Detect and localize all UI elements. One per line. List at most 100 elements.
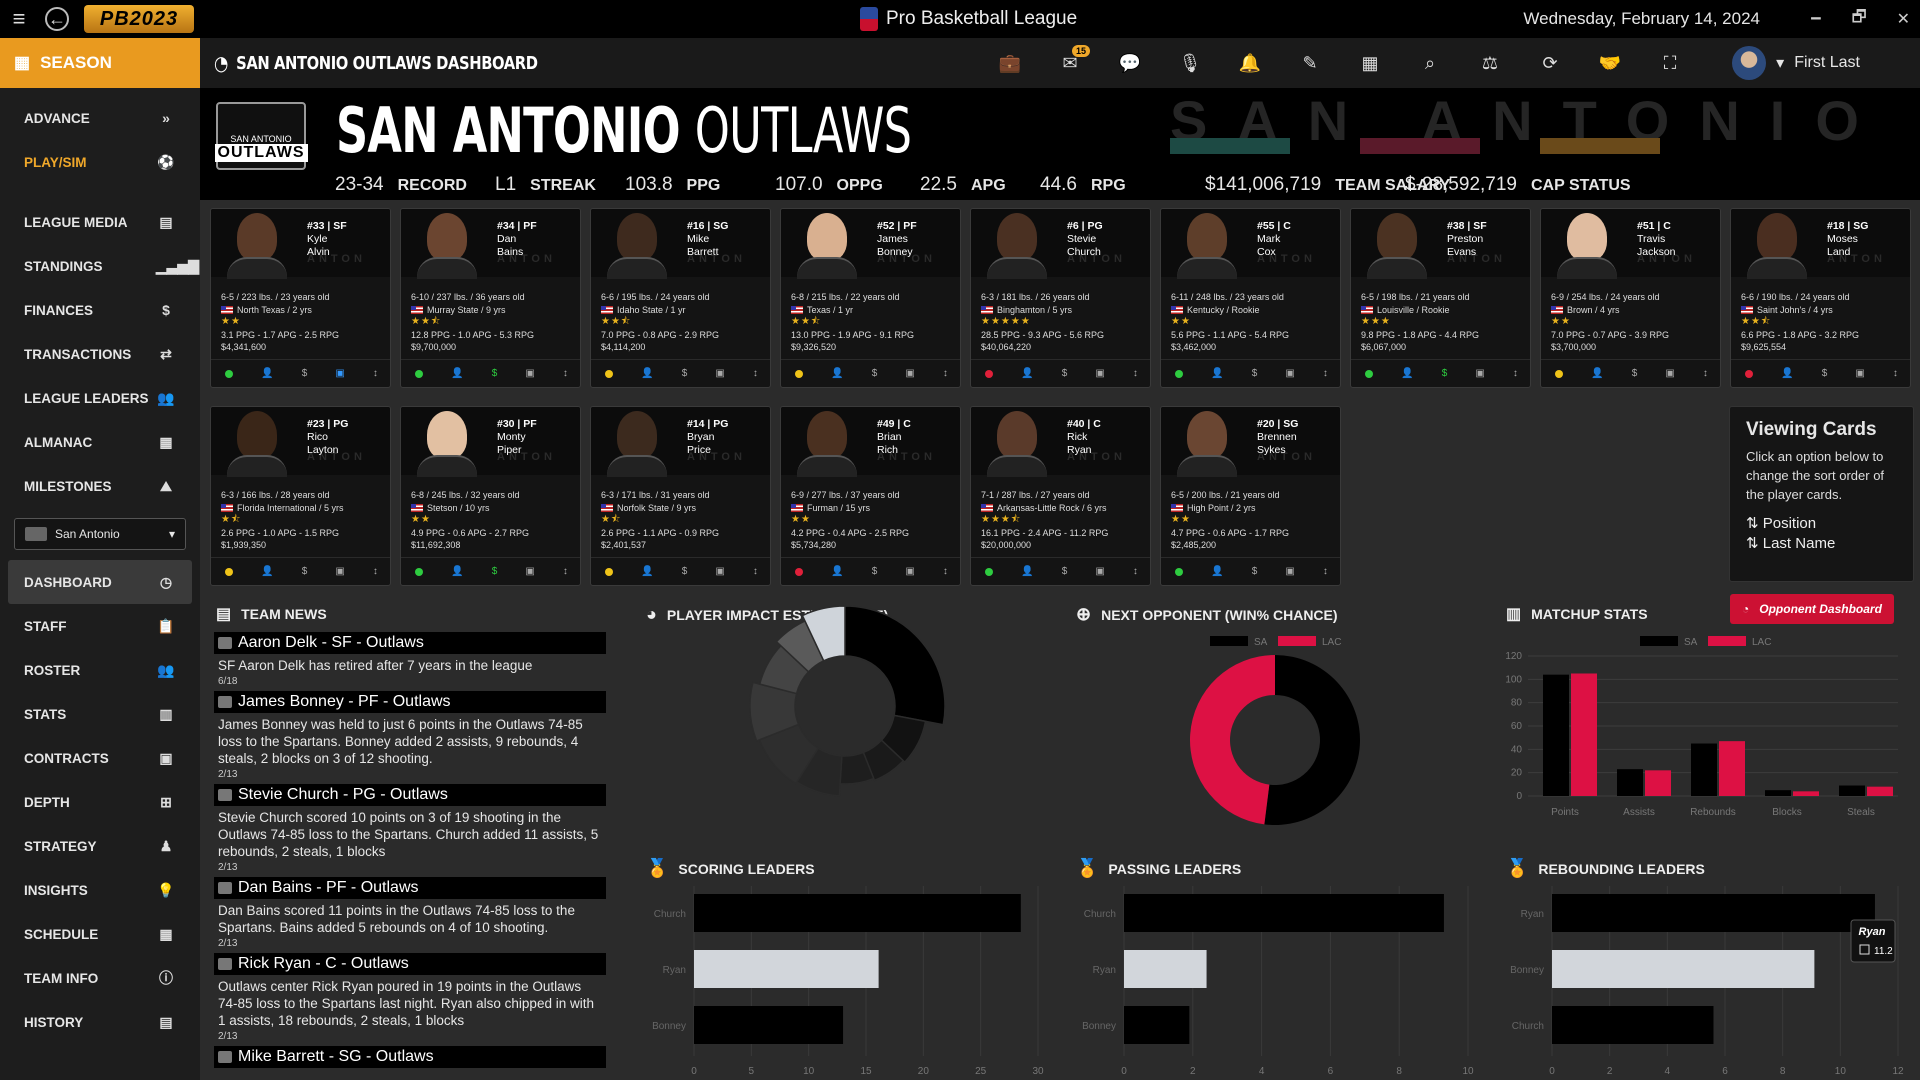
dollar-icon[interactable]: $ xyxy=(871,566,878,577)
player-card[interactable]: ANTON #33 | SF Kyle Alvin 6-5 / 223 lbs.… xyxy=(210,208,391,388)
sort-position-option[interactable]: ⇅ Position xyxy=(1746,514,1913,534)
person-icon[interactable]: 👤 xyxy=(831,566,844,577)
sidebar-item-insights[interactable]: INSIGHTS 💡 xyxy=(0,868,200,912)
player-card[interactable]: ANTON #38 | SF Preston Evans 6-5 / 198 l… xyxy=(1350,208,1531,388)
sidebar-item-league-leaders[interactable]: LEAGUE LEADERS 👥 xyxy=(0,376,200,420)
team-news-list[interactable]: Aaron Delk - SF - Outlaws SF Aaron Delk … xyxy=(214,632,606,1080)
person-icon[interactable]: 👤 xyxy=(1021,566,1034,577)
sidebar-item-depth[interactable]: DEPTH ⊞ xyxy=(0,780,200,824)
opponent-dashboard-button[interactable]: ◔ Opponent Dashboard xyxy=(1730,594,1894,624)
dollar-icon[interactable]: $ xyxy=(301,368,308,379)
back-icon[interactable]: ← xyxy=(38,0,76,38)
jersey-icon[interactable]: ▣ xyxy=(1095,566,1105,577)
season-button[interactable]: ▦ SEASON xyxy=(0,38,200,88)
jersey-icon[interactable]: ▣ xyxy=(715,368,725,379)
dollar-icon[interactable]: $ xyxy=(491,566,498,577)
close-icon[interactable]: ✕ xyxy=(1896,11,1910,28)
sidebar-item-transactions[interactable]: TRANSACTIONS ⇄ xyxy=(0,332,200,376)
player-card[interactable]: ANTON #49 | C Brian Rich 6-9 / 277 lbs. … xyxy=(780,406,961,586)
player-card[interactable]: ANTON #30 | PF Monty Piper 6-8 / 245 lbs… xyxy=(400,406,581,586)
dollar-icon[interactable]: $ xyxy=(681,566,688,577)
menu-icon[interactable]: ≡ xyxy=(12,6,26,31)
player-card[interactable]: ANTON #18 | SG Moses Land 6-6 / 190 lbs.… xyxy=(1730,208,1911,388)
depth-arrow-icon[interactable]: ↕ xyxy=(562,566,568,577)
player-card[interactable]: ANTON #16 | SG Mike Barrett 6-6 / 195 lb… xyxy=(590,208,771,388)
sidebar-item-team-info[interactable]: TEAM INFO ⓘ xyxy=(0,956,200,1000)
dollar-icon[interactable]: $ xyxy=(1061,566,1068,577)
handshake-icon[interactable]: 🤝 xyxy=(1598,52,1622,73)
calendar-check-icon[interactable]: ▦ xyxy=(1361,52,1379,73)
player-card[interactable]: ANTON #20 | SG Brennen Sykes 6-5 / 200 l… xyxy=(1160,406,1341,586)
jersey-icon[interactable]: ▣ xyxy=(715,566,725,577)
sidebar-item-milestones[interactable]: MILESTONES ⛰ xyxy=(0,464,200,508)
sidebar-item-contracts[interactable]: CONTRACTS ▣ xyxy=(0,736,200,780)
dollar-icon[interactable]: $ xyxy=(1061,368,1068,379)
news-item[interactable]: Aaron Delk - SF - Outlaws SF Aaron Delk … xyxy=(214,632,606,687)
player-card[interactable]: ANTON #52 | PF James Bonney 6-8 / 215 lb… xyxy=(780,208,961,388)
depth-arrow-icon[interactable]: ↕ xyxy=(562,368,568,379)
dollar-icon[interactable]: $ xyxy=(491,368,498,379)
depth-arrow-icon[interactable]: ↕ xyxy=(752,566,758,577)
player-card[interactable]: ANTON #14 | PG Bryan Price 6-3 / 171 lbs… xyxy=(590,406,771,586)
person-icon[interactable]: 👤 xyxy=(1211,566,1224,577)
dollar-icon[interactable]: $ xyxy=(301,566,308,577)
sidebar-item-standings[interactable]: STANDINGS ▁▃▅▇ xyxy=(0,244,200,288)
sidebar-item-finances[interactable]: FINANCES $ xyxy=(0,288,200,332)
dollar-icon[interactable]: $ xyxy=(1441,368,1448,379)
player-card[interactable]: ANTON #51 | C Travis Jackson 6-9 / 254 l… xyxy=(1540,208,1721,388)
jersey-icon[interactable]: ▣ xyxy=(525,566,535,577)
person-icon[interactable]: 👤 xyxy=(1781,368,1794,379)
depth-arrow-icon[interactable]: ↕ xyxy=(1892,368,1898,379)
depth-arrow-icon[interactable]: ↕ xyxy=(942,566,948,577)
jersey-icon[interactable]: ▣ xyxy=(1855,368,1865,379)
dollar-icon[interactable]: $ xyxy=(1251,368,1258,379)
sidebar-item-strategy[interactable]: STRATEGY ♟ xyxy=(0,824,200,868)
sidebar-item-roster[interactable]: ROSTER 👥 xyxy=(0,648,200,692)
dollar-icon[interactable]: $ xyxy=(1821,368,1828,379)
sidebar-item-play-sim[interactable]: PLAY/SIM ⚽ xyxy=(0,140,200,184)
dollar-icon[interactable]: $ xyxy=(1251,566,1258,577)
depth-arrow-icon[interactable]: ↕ xyxy=(1132,566,1138,577)
refresh-icon[interactable]: ⟳ xyxy=(1542,52,1558,73)
depth-arrow-icon[interactable]: ↕ xyxy=(1702,368,1708,379)
person-icon[interactable]: 👤 xyxy=(641,368,654,379)
depth-arrow-icon[interactable]: ↕ xyxy=(372,368,378,379)
chat-icon[interactable]: 💬 xyxy=(1118,52,1142,73)
depth-arrow-icon[interactable]: ↕ xyxy=(372,566,378,577)
depth-arrow-icon[interactable]: ↕ xyxy=(1132,368,1138,379)
search-icon[interactable]: ⌕ xyxy=(1424,52,1436,73)
dollar-icon[interactable]: $ xyxy=(871,368,878,379)
news-item[interactable]: Rick Ryan - C - Outlaws Outlaws center R… xyxy=(214,953,606,1042)
sidebar-item-almanac[interactable]: ALMANAC ▦ xyxy=(0,420,200,464)
person-icon[interactable]: 👤 xyxy=(261,368,274,379)
person-icon[interactable]: 👤 xyxy=(1591,368,1604,379)
bell-icon[interactable]: 🔔 xyxy=(1238,52,1262,73)
jersey-icon[interactable]: ▣ xyxy=(335,566,345,577)
jersey-icon[interactable]: ▣ xyxy=(1285,566,1295,577)
person-icon[interactable]: 👤 xyxy=(1211,368,1224,379)
user-menu[interactable]: ▾ First Last xyxy=(1732,38,1860,88)
news-item[interactable]: James Bonney - PF - Outlaws James Bonney… xyxy=(214,691,606,780)
binoculars-icon[interactable]: ⛶ xyxy=(1663,52,1677,73)
sidebar-item-schedule[interactable]: SCHEDULE ▦ xyxy=(0,912,200,956)
player-card[interactable]: ANTON #55 | C Mark Cox 6-11 / 248 lbs. /… xyxy=(1160,208,1341,388)
sidebar-item-history[interactable]: HISTORY ▤ xyxy=(0,1000,200,1044)
mail-icon[interactable]: ✉ 15 xyxy=(1040,44,1100,74)
person-icon[interactable]: 👤 xyxy=(641,566,654,577)
dollar-icon[interactable]: $ xyxy=(681,368,688,379)
depth-arrow-icon[interactable]: ↕ xyxy=(752,368,758,379)
person-icon[interactable]: 👤 xyxy=(261,566,274,577)
scale-icon[interactable]: ⚖ xyxy=(1481,52,1499,73)
sidebar-item-stats[interactable]: STATS ▥ xyxy=(0,692,200,736)
jersey-icon[interactable]: ▣ xyxy=(1095,368,1105,379)
jersey-icon[interactable]: ▣ xyxy=(335,368,345,379)
news-item[interactable]: Dan Bains - PF - Outlaws Dan Bains score… xyxy=(214,877,606,949)
person-icon[interactable]: 👤 xyxy=(831,368,844,379)
briefcase-icon[interactable]: 💼 xyxy=(998,52,1022,73)
edit-icon[interactable]: ✎ xyxy=(1302,52,1318,73)
sidebar-item-staff[interactable]: STAFF 📋 xyxy=(0,604,200,648)
microphone-icon[interactable]: 🎙 xyxy=(1178,52,1202,73)
person-icon[interactable]: 👤 xyxy=(451,368,464,379)
person-icon[interactable]: 👤 xyxy=(451,566,464,577)
restore-icon[interactable]: 🗗 xyxy=(1851,8,1867,26)
